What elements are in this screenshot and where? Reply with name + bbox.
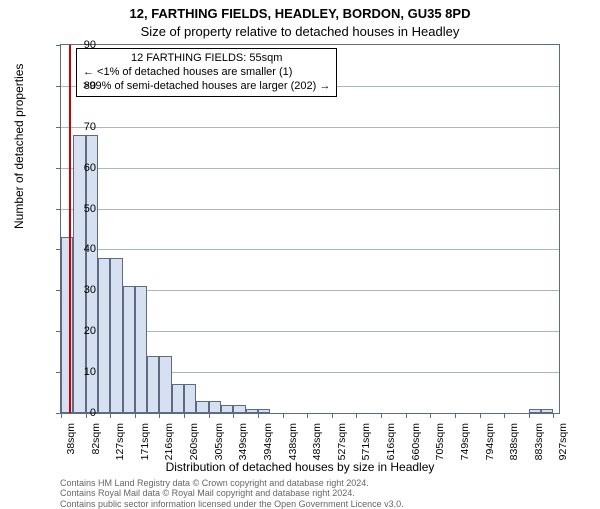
histogram-bar [123,286,135,413]
xtick-label: 438sqm [287,423,299,460]
ytick-mark [56,209,61,210]
ytick-label: 30 [64,284,96,296]
xtick-mark [184,413,185,418]
histogram-bar [541,409,553,413]
histogram-bar [135,286,147,413]
xtick-mark [430,413,431,418]
xtick-mark [381,413,382,418]
y-axis-label: Number of detached properties [12,64,26,229]
xtick-label: 349sqm [237,423,249,460]
xtick-mark [283,413,284,418]
xtick-label: 927sqm [557,423,569,460]
caption-line-3: Contains public sector information licen… [60,499,590,509]
histogram-bar [529,409,541,413]
histogram-bar [184,384,196,413]
histogram-bar [110,258,122,413]
xtick-label: 82sqm [90,423,102,455]
xtick-mark [135,413,136,418]
caption: Contains HM Land Registry data © Crown c… [60,478,590,509]
histogram-bar [246,409,258,413]
histogram-bar [258,409,270,413]
ytick-mark [56,168,61,169]
ytick-label: 50 [64,203,96,215]
histogram-bar [159,356,171,413]
ytick-label: 90 [64,39,96,51]
property-marker-line [69,45,71,413]
xtick-label: 38sqm [65,423,77,455]
xtick-label: 616sqm [385,423,397,460]
xtick-mark [307,413,308,418]
xtick-mark [529,413,530,418]
xtick-label: 394sqm [262,423,274,460]
xtick-mark [61,413,62,418]
gridline-h [61,249,559,250]
xtick-mark [233,413,234,418]
ytick-label: 80 [64,80,96,92]
xtick-label: 216sqm [163,423,175,460]
xtick-label: 660sqm [410,423,422,460]
annotation-line-1: 12 FARTHING FIELDS: 55sqm [83,52,330,66]
ytick-label: 0 [64,407,96,419]
histogram-bar [221,405,233,413]
histogram-bar [172,384,184,413]
xtick-mark [209,413,210,418]
annotation-box: 12 FARTHING FIELDS: 55sqm ← <1% of detac… [76,48,337,97]
xtick-label: 305sqm [213,423,225,460]
histogram-bar [196,401,208,413]
xtick-mark [504,413,505,418]
ytick-mark [56,127,61,128]
xtick-label: 171sqm [139,423,151,460]
annotation-line-3: >99% of semi-detached houses are larger … [83,80,330,94]
xtick-label: 749sqm [459,423,471,460]
xtick-mark [110,413,111,418]
gridline-h [61,127,559,128]
xtick-label: 260sqm [188,423,200,460]
x-axis-label: Distribution of detached houses by size … [0,460,600,474]
ytick-label: 20 [64,325,96,337]
caption-line-1: Contains HM Land Registry data © Crown c… [60,478,590,488]
xtick-label: 794sqm [484,423,496,460]
xtick-mark [159,413,160,418]
xtick-label: 838sqm [508,423,520,460]
xtick-mark [553,413,554,418]
ytick-label: 40 [64,243,96,255]
xtick-label: 705sqm [434,423,446,460]
xtick-label: 127sqm [114,423,126,460]
gridline-h [61,168,559,169]
ytick-label: 70 [64,121,96,133]
xtick-mark [332,413,333,418]
xtick-mark [406,413,407,418]
ytick-mark [56,45,61,46]
chart-title-address: 12, FARTHING FIELDS, HEADLEY, BORDON, GU… [0,6,600,21]
chart-title-subtitle: Size of property relative to detached ho… [0,24,600,39]
histogram-bar [98,258,110,413]
ytick-label: 10 [64,366,96,378]
annotation-line-2: ← <1% of detached houses are smaller (1) [83,66,330,80]
xtick-label: 883sqm [533,423,545,460]
plot-area [60,44,560,414]
xtick-mark [480,413,481,418]
histogram-bar [147,356,159,413]
xtick-label: 483sqm [311,423,323,460]
xtick-label: 527sqm [336,423,348,460]
xtick-mark [258,413,259,418]
xtick-mark [356,413,357,418]
histogram-bar [233,405,245,413]
xtick-label: 571sqm [360,423,372,460]
caption-line-2: Contains Royal Mail data © Royal Mail co… [60,488,590,498]
histogram-bar [209,401,221,413]
ytick-label: 60 [64,162,96,174]
xtick-mark [455,413,456,418]
ytick-mark [56,86,61,87]
gridline-h [61,209,559,210]
